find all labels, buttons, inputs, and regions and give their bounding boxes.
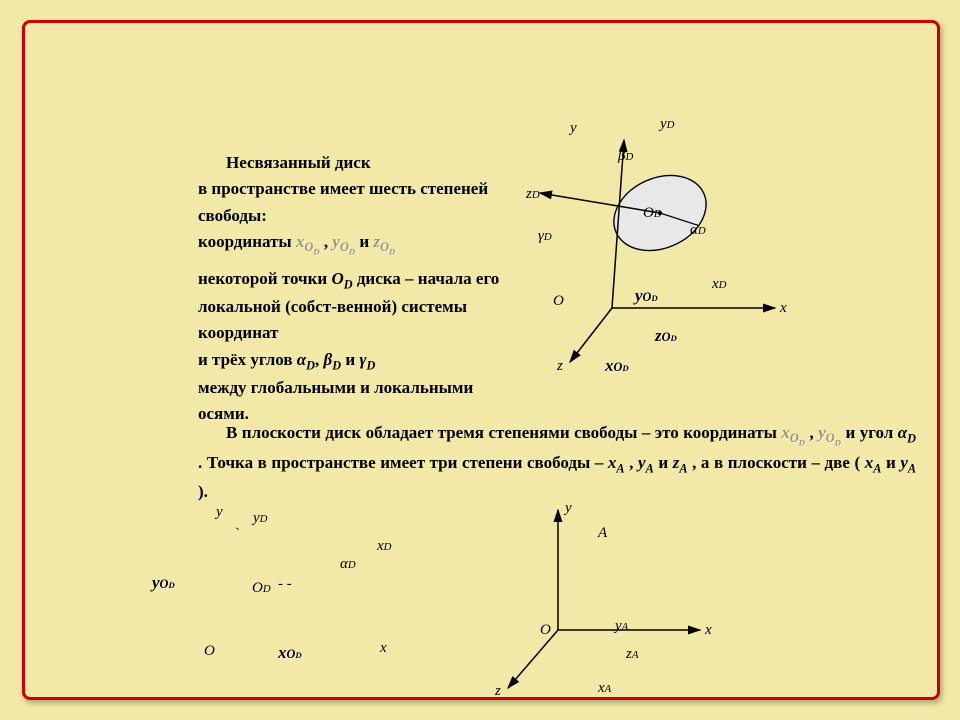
bl-xOD: xOD [278, 643, 302, 663]
lbl-alphaD: αD [690, 222, 706, 239]
bl-dash: - - [278, 576, 292, 593]
bl-yD: yD [253, 510, 267, 527]
var-xOD: xOD [781, 423, 805, 442]
lbl-xD: xD [712, 276, 726, 293]
bl-y: y [216, 504, 223, 521]
mid-paragraph: В плоскости диск обладает тремя степеням… [198, 420, 916, 505]
lbl-zOD: zOD [655, 326, 677, 346]
lbl-yOD: yOD [635, 286, 658, 306]
var-yOD: yOD [818, 423, 841, 442]
text: координаты [198, 232, 296, 251]
var-yA: yA [638, 453, 654, 472]
br-zA: zA [626, 646, 638, 663]
text: и [886, 453, 900, 472]
text: Несвязанный диск [226, 153, 371, 172]
text: , [629, 453, 638, 472]
var-xOD: xOD [296, 232, 320, 251]
lbl-xOD: xOD [605, 356, 629, 376]
text: , а в плоскости – две ( [692, 453, 860, 472]
bl-xD: xD [377, 538, 391, 555]
bl-yOD: yOD [152, 573, 175, 593]
var-OD: OD [331, 269, 352, 288]
br-x: x [705, 622, 712, 639]
lbl-zD: zD [526, 186, 540, 203]
var-betaD: βD [324, 350, 342, 369]
br-z: z [495, 683, 501, 700]
var-zA: zA [673, 453, 688, 472]
text: и [341, 350, 359, 369]
lbl-yD: yD [660, 116, 674, 133]
text: ). [198, 482, 208, 501]
text: и трёх углов [198, 350, 297, 369]
text: , [810, 423, 819, 442]
lbl-z: z [557, 358, 563, 375]
lbl-gammaD: γD [538, 228, 552, 245]
top-paragraph: Несвязанный диск в пространстве имеет ше… [198, 150, 528, 428]
lbl-y: y [570, 120, 577, 137]
var-yOD: yOD [332, 232, 355, 251]
bl-alphaD: αD [340, 556, 356, 573]
text: некоторой точки [198, 269, 331, 288]
bl-x: x [380, 640, 387, 657]
text: . Точка в пространстве имеет три степени… [198, 453, 608, 472]
lbl-OD: OD [643, 205, 662, 222]
lbl-betaD: βD [618, 148, 633, 165]
text: и [359, 232, 373, 251]
br-yA: yA [615, 618, 628, 635]
bl-O: O [204, 643, 215, 660]
text: в пространстве имеет шесть степеней своб… [198, 179, 488, 224]
text: и [658, 453, 672, 472]
bl-tick: ` [235, 526, 240, 543]
bl-OD: OD [252, 580, 271, 597]
br-xA: xA [598, 680, 611, 697]
text: В плоскости диск обладает тремя степеням… [226, 423, 781, 442]
br-A: A [598, 525, 607, 542]
var-alphaD: αD [297, 350, 315, 369]
br-y: y [565, 500, 572, 517]
br-O: O [540, 622, 551, 639]
var-xA: xA [608, 453, 625, 472]
var-gammaD: γD [359, 350, 375, 369]
text: между глобальными и локальными осями. [198, 378, 473, 423]
text: , [315, 350, 324, 369]
var-xA: xA [865, 453, 882, 472]
var-zOD: zOD [373, 232, 395, 251]
lbl-x: x [780, 300, 787, 317]
var-yA: yA [900, 453, 916, 472]
var-alphaD: αD [898, 423, 916, 442]
text: и угол [845, 423, 897, 442]
lbl-O: O [553, 293, 564, 310]
